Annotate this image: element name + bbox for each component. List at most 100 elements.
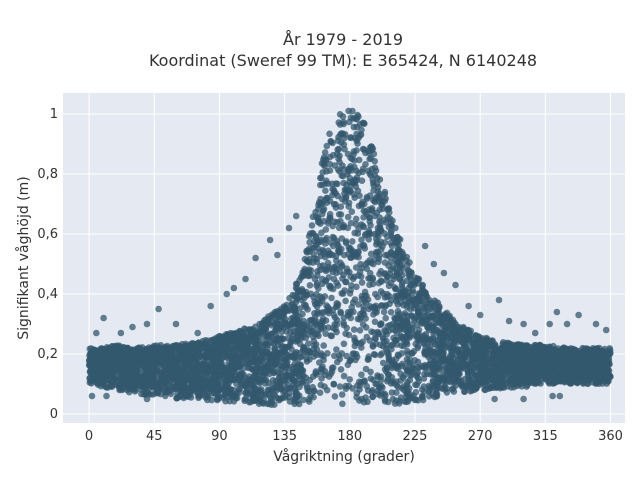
data-point (281, 304, 289, 312)
data-point (347, 134, 355, 141)
data-point (361, 377, 368, 384)
data-point (326, 210, 334, 218)
data-point (336, 355, 344, 363)
data-point (362, 232, 369, 239)
data-point (312, 234, 320, 241)
data-point (431, 357, 438, 365)
data-point (285, 343, 292, 351)
data-point (338, 290, 346, 297)
data-point (316, 359, 323, 366)
data-point (394, 351, 402, 359)
data-point (288, 363, 296, 371)
data-point (312, 368, 320, 375)
data-point (397, 299, 404, 306)
data-point (210, 356, 217, 364)
data-point (312, 341, 320, 348)
data-point (334, 180, 341, 188)
data-point (316, 389, 324, 397)
data-point (403, 318, 410, 326)
data-point (350, 123, 358, 131)
data-point (359, 242, 367, 249)
data-point (436, 320, 444, 327)
data-point (350, 326, 358, 333)
data-point (128, 379, 135, 387)
data-point (221, 335, 229, 343)
data-point (584, 380, 592, 388)
data-point (87, 345, 95, 352)
data-point (281, 376, 289, 384)
data-point (327, 282, 334, 290)
data-point (307, 271, 315, 279)
data-point (343, 265, 351, 273)
data-point (297, 361, 304, 369)
data-point (449, 385, 457, 392)
data-point (387, 308, 395, 316)
data-point (347, 154, 354, 161)
data-point (508, 349, 515, 356)
data-point (440, 349, 447, 357)
data-point (407, 372, 415, 379)
data-point (300, 294, 308, 302)
data-point (387, 239, 395, 247)
data-point (238, 370, 246, 377)
data-point (86, 379, 94, 386)
data-point (444, 315, 451, 323)
data-point (351, 194, 359, 201)
data-point (343, 181, 350, 189)
data-point (451, 333, 459, 341)
data-point (356, 327, 364, 334)
data-point (388, 342, 395, 349)
data-point (414, 369, 422, 376)
data-point (329, 191, 336, 199)
data-point (358, 395, 366, 403)
chart-subtitle: Koordinat (Sweref 99 TM): E 365424, N 61… (149, 51, 537, 70)
data-point (336, 383, 344, 390)
data-point (108, 370, 115, 377)
data-point (170, 375, 177, 382)
data-point (363, 382, 371, 390)
data-point (419, 282, 426, 290)
data-point (296, 287, 303, 295)
data-point (411, 301, 418, 309)
data-point (317, 352, 325, 359)
data-point (606, 373, 614, 380)
data-point (313, 280, 321, 287)
data-point (497, 384, 504, 392)
data-point (250, 356, 257, 363)
data-point (286, 389, 293, 397)
data-point (390, 380, 398, 387)
data-point (355, 301, 362, 308)
data-point (320, 207, 327, 214)
data-point (152, 345, 160, 353)
data-point (330, 380, 338, 388)
data-point (394, 259, 401, 266)
data-point (353, 389, 361, 397)
data-point (358, 177, 366, 184)
data-point (461, 375, 469, 383)
data-point (409, 362, 417, 369)
data-point (560, 369, 567, 376)
data-point (323, 266, 331, 273)
data-point (351, 177, 358, 185)
data-point (330, 311, 338, 319)
data-point (381, 230, 388, 237)
data-point (384, 273, 392, 281)
data-point (324, 259, 332, 267)
data-point (270, 340, 277, 347)
data-point (276, 395, 284, 403)
data-point (320, 342, 328, 349)
data-point (506, 355, 513, 362)
data-point (338, 195, 346, 203)
data-point (448, 348, 456, 356)
data-point (306, 282, 314, 289)
data-point (385, 262, 392, 270)
data-point (245, 373, 253, 380)
data-point (607, 349, 614, 356)
data-point (365, 214, 373, 221)
data-point (314, 272, 321, 279)
data-point (309, 373, 317, 380)
data-point (174, 394, 181, 402)
data-point (346, 376, 354, 383)
data-point (309, 213, 317, 221)
data-point (388, 364, 396, 372)
